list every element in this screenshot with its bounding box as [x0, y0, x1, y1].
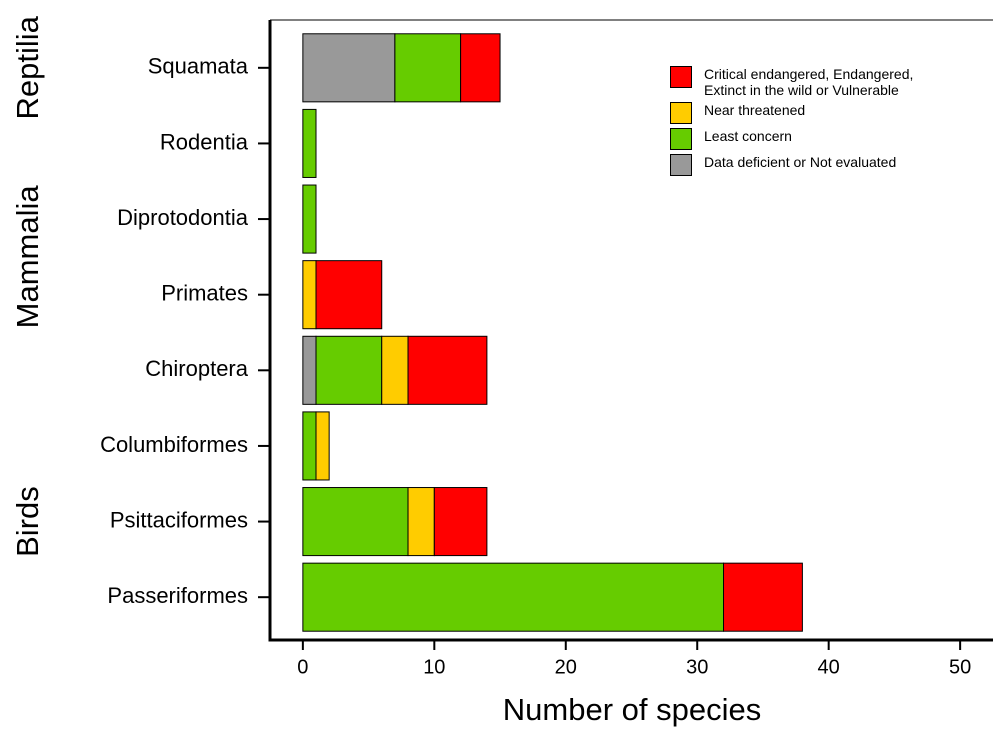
- y-tick-label: Diprotodontia: [117, 205, 249, 230]
- bar-segment: [407, 487, 435, 557]
- legend: Critical endangered, Endangered, Extinct…: [670, 66, 960, 180]
- y-tick-label: Squamata: [148, 54, 249, 79]
- y-tick-label: Primates: [161, 281, 248, 306]
- legend-item: Least concern: [670, 128, 960, 150]
- y-tick-label: Passeriformes: [107, 583, 248, 608]
- bar-segment: [302, 108, 317, 178]
- bar-segment: [723, 562, 803, 632]
- y-tick-label: Psittaciformes: [110, 507, 248, 532]
- group-label: Mammalia: [10, 185, 45, 329]
- x-tick-label: 20: [555, 656, 577, 678]
- legend-item: Near threatened: [670, 102, 960, 124]
- legend-label: Least concern: [704, 128, 792, 144]
- legend-item: Data deficient or Not evaluated: [670, 154, 960, 176]
- x-tick-label: 10: [423, 656, 445, 678]
- bar-segment: [394, 33, 462, 103]
- legend-swatch: [670, 66, 692, 88]
- x-tick-label: 40: [818, 656, 840, 678]
- bar-segment: [302, 33, 396, 103]
- legend-item: Critical endangered, Endangered, Extinct…: [670, 66, 960, 98]
- legend-label: Data deficient or Not evaluated: [704, 154, 897, 170]
- x-axis-title: Number of species: [503, 692, 761, 727]
- bar-segment: [302, 487, 409, 557]
- y-tick-label: Chiroptera: [145, 356, 248, 381]
- legend-label: Critical endangered, Endangered, Extinct…: [704, 66, 914, 98]
- bar-segment: [315, 260, 383, 330]
- bar-segment: [302, 335, 317, 405]
- bar-segment: [315, 411, 330, 481]
- bar-segment: [302, 184, 317, 254]
- y-tick-label: Columbiformes: [100, 432, 248, 457]
- bar-segment: [460, 33, 501, 103]
- group-label: Birds: [10, 486, 45, 557]
- bar-segment: [302, 260, 317, 330]
- legend-swatch: [670, 128, 692, 150]
- legend-label: Near threatened: [704, 102, 806, 118]
- x-tick-label: 50: [949, 656, 971, 678]
- x-tick-label: 30: [686, 656, 708, 678]
- bar-segment: [407, 335, 488, 405]
- bar-segment: [433, 487, 488, 557]
- bar-segment: [315, 335, 383, 405]
- group-label: Reptilia: [10, 15, 45, 119]
- bar-segment: [302, 562, 725, 632]
- x-tick-label: 0: [297, 656, 308, 678]
- legend-swatch: [670, 102, 692, 124]
- bar-segment: [381, 335, 409, 405]
- y-tick-label: Rodentia: [160, 129, 249, 154]
- legend-swatch: [670, 154, 692, 176]
- bar-segment: [302, 411, 317, 481]
